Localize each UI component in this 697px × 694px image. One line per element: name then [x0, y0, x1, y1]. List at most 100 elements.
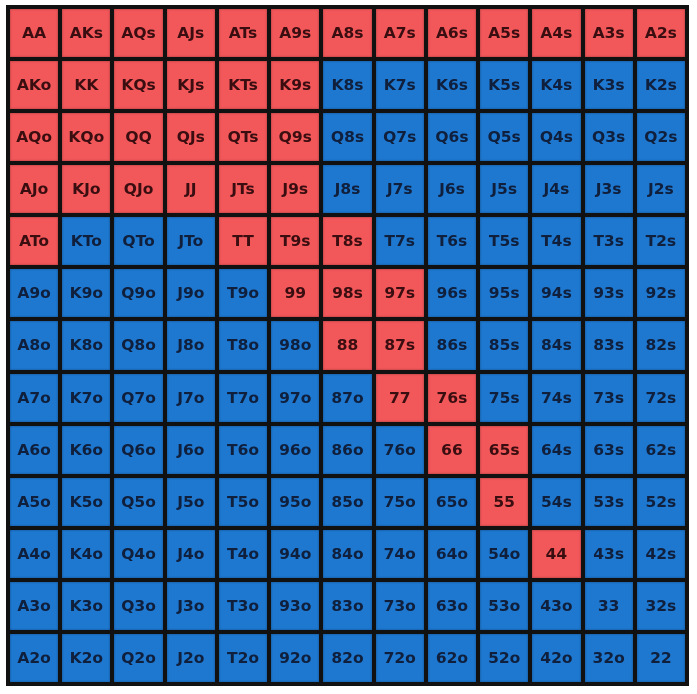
hand-cell-kto: KTo — [62, 217, 111, 266]
hand-cell-ajs: AJs — [166, 9, 215, 58]
hand-cell-kk: KK — [62, 61, 111, 110]
hand-cell-j5o: J5o — [166, 477, 215, 526]
hand-cell-a5s: A5s — [480, 9, 529, 58]
hand-cell-j3o: J3o — [166, 581, 215, 630]
hand-cell-j9s: J9s — [271, 165, 320, 214]
hand-cell-a8o: A8o — [10, 321, 59, 370]
hand-cell-95o: 95o — [271, 477, 320, 526]
hand-cell-72s: 72s — [636, 373, 685, 422]
hand-cell-65s: 65s — [480, 425, 529, 474]
hand-cell-a7o: A7o — [10, 373, 59, 422]
hand-cell-k3o: K3o — [62, 581, 111, 630]
hand-cell-k6o: K6o — [62, 425, 111, 474]
hand-cell-q8s: Q8s — [323, 113, 372, 162]
hand-cell-t9s: T9s — [271, 217, 320, 266]
hand-cell-k2o: K2o — [62, 633, 111, 682]
hand-cell-42s: 42s — [636, 529, 685, 578]
hand-cell-t7s: T7s — [375, 217, 424, 266]
hand-cell-kjs: KJs — [166, 61, 215, 110]
hand-cell-a4o: A4o — [10, 529, 59, 578]
hand-cell-76s: 76s — [427, 373, 477, 422]
hand-cell-t2s: T2s — [636, 217, 685, 266]
hand-cell-62o: 62o — [427, 633, 477, 682]
hand-cell-98o: 98o — [271, 321, 320, 370]
hand-cell-88: 88 — [323, 321, 372, 370]
hand-cell-qjo: QJo — [114, 165, 163, 214]
hand-cell-86o: 86o — [323, 425, 372, 474]
hand-cell-73s: 73s — [584, 373, 633, 422]
hand-cell-k7s: K7s — [375, 61, 424, 110]
hand-cell-64o: 64o — [427, 529, 477, 578]
hand-cell-q2s: Q2s — [636, 113, 685, 162]
hand-cell-a5o: A5o — [10, 477, 59, 526]
hand-cell-54s: 54s — [532, 477, 581, 526]
hand-cell-k5s: K5s — [480, 61, 529, 110]
hand-cell-84o: 84o — [323, 529, 372, 578]
hand-cell-65o: 65o — [427, 477, 477, 526]
hand-cell-k4s: K4s — [532, 61, 581, 110]
hand-range-grid: AA AKs AQs AJs ATs A9s A8s A7s A6s A5s A4s A3s A2s AK… — [6, 5, 689, 686]
hand-cell-k5o: K5o — [62, 477, 111, 526]
hand-cell-t8o: T8o — [218, 321, 268, 370]
hand-cell-k8o: K8o — [62, 321, 111, 370]
hand-cell-j7s: J7s — [375, 165, 424, 214]
hand-cell-j6s: J6s — [427, 165, 477, 214]
hand-cell-t3s: T3s — [584, 217, 633, 266]
hand-cell-42o: 42o — [532, 633, 581, 682]
hand-cell-q7s: Q7s — [375, 113, 424, 162]
hand-cell-j9o: J9o — [166, 269, 215, 318]
hand-cell-a3o: A3o — [10, 581, 59, 630]
hand-cell-87s: 87s — [375, 321, 424, 370]
hand-cell-75s: 75s — [480, 373, 529, 422]
hand-cell-43s: 43s — [584, 529, 633, 578]
hand-cell-83s: 83s — [584, 321, 633, 370]
hand-cell-tt: TT — [218, 217, 268, 266]
hand-cell-ako: AKo — [10, 61, 59, 110]
hand-cell-q9s: Q9s — [271, 113, 320, 162]
hand-cell-74s: 74s — [532, 373, 581, 422]
hand-cell-77: 77 — [375, 373, 424, 422]
hand-cell-97o: 97o — [271, 373, 320, 422]
hand-cell-q3s: Q3s — [584, 113, 633, 162]
hand-cell-a2o: A2o — [10, 633, 59, 682]
hand-cell-87o: 87o — [323, 373, 372, 422]
hand-cell-q8o: Q8o — [114, 321, 163, 370]
hand-cell-96s: 96s — [427, 269, 477, 318]
hand-cell-a3s: A3s — [584, 9, 633, 58]
hand-cell-q6s: Q6s — [427, 113, 477, 162]
hand-cell-j4o: J4o — [166, 529, 215, 578]
hand-cell-97s: 97s — [375, 269, 424, 318]
hand-cell-q3o: Q3o — [114, 581, 163, 630]
hand-cell-ajo: AJo — [10, 165, 59, 214]
hand-cell-q4s: Q4s — [532, 113, 581, 162]
hand-cell-j8s: J8s — [323, 165, 372, 214]
hand-cell-95s: 95s — [480, 269, 529, 318]
hand-cell-a4s: A4s — [532, 9, 581, 58]
hand-cell-t5o: T5o — [218, 477, 268, 526]
hand-cell-j5s: J5s — [480, 165, 529, 214]
hand-cell-32o: 32o — [584, 633, 633, 682]
hand-cell-a7s: A7s — [375, 9, 424, 58]
hand-cell-83o: 83o — [323, 581, 372, 630]
hand-cell-t4o: T4o — [218, 529, 268, 578]
hand-cell-94s: 94s — [532, 269, 581, 318]
hand-cell-k2s: K2s — [636, 61, 685, 110]
hand-cell-76o: 76o — [375, 425, 424, 474]
hand-cell-q5o: Q5o — [114, 477, 163, 526]
hand-cell-43o: 43o — [532, 581, 581, 630]
hand-cell-j2s: J2s — [636, 165, 685, 214]
hand-cell-q6o: Q6o — [114, 425, 163, 474]
hand-cell-jto: JTo — [166, 217, 215, 266]
hand-cell-92o: 92o — [271, 633, 320, 682]
hand-cell-k7o: K7o — [62, 373, 111, 422]
hand-cell-85s: 85s — [480, 321, 529, 370]
hand-cell-j4s: J4s — [532, 165, 581, 214]
hand-cell-q7o: Q7o — [114, 373, 163, 422]
hand-cell-t9o: T9o — [218, 269, 268, 318]
hand-cell-jts: JTs — [218, 165, 268, 214]
hand-cell-j8o: J8o — [166, 321, 215, 370]
hand-cell-t2o: T2o — [218, 633, 268, 682]
hand-cell-t7o: T7o — [218, 373, 268, 422]
hand-cell-52s: 52s — [636, 477, 685, 526]
hand-cell-qts: QTs — [218, 113, 268, 162]
